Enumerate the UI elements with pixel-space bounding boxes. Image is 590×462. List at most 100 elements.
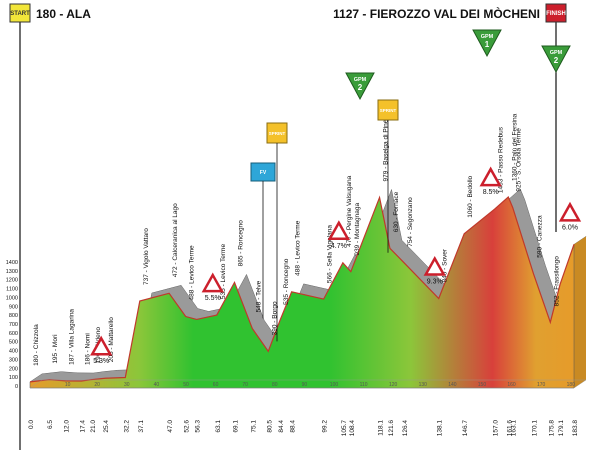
fv-text: FV	[260, 170, 267, 176]
x-axis: 0.0 6.5 12.0 17.4 21.0 25.4 32.2 37.1 47.0 52.6 56…	[28, 382, 579, 437]
x-tick-label: 47.0	[167, 420, 174, 433]
y-tick-label: 0	[15, 384, 18, 390]
locality-label: 737 - Vigolo Vattaro	[143, 228, 150, 285]
gradient-value: 4.7%	[331, 243, 347, 250]
start-label: 180 - ALA	[36, 7, 91, 21]
locality-label: 205 - Mattarello	[108, 317, 115, 363]
x-tick-label: 37.1	[138, 420, 145, 433]
locality-label: 925 - S. Orsola Terme	[516, 128, 523, 192]
x-tick-label: 146.7	[462, 420, 469, 437]
distance-tick-label: 110	[360, 382, 368, 388]
x-tick-label: 179.1	[558, 420, 565, 437]
locality-label: 979 - Baselga di Piné	[383, 119, 390, 181]
gradient-value: 6.0%	[562, 224, 578, 231]
gradient-warning-marker: 8.5%	[479, 166, 502, 196]
locality-label: 852 - Frassilongo	[553, 256, 560, 307]
distance-tick-label: 20	[94, 382, 100, 388]
finish-badge-text: FINISH	[546, 11, 566, 17]
sprint-text: SPRINT	[380, 108, 397, 113]
distance-tick-label: 50	[183, 382, 189, 388]
distance-tick-label: 90	[302, 382, 308, 388]
mountain-triangle-icon	[541, 45, 571, 74]
gpm-text: GPM	[481, 34, 494, 40]
x-tick-label: 69.1	[233, 420, 240, 433]
x-tick-label: 17.4	[79, 420, 86, 433]
locality-label: 390 - Borgo	[271, 301, 278, 335]
y-tick-label: 1400	[6, 260, 18, 266]
locality-label: 1360 - Palù del Fersina	[511, 113, 518, 181]
x-tick-label: 118.1	[378, 420, 385, 436]
start-badge	[9, 3, 31, 23]
locality-label: 186 - Nomi	[84, 333, 91, 365]
x-tick-label: 12.0	[64, 420, 71, 433]
x-tick-label: 121.6	[388, 420, 395, 437]
distance-tick-label: 40	[154, 382, 160, 388]
mountain-triangle-icon	[345, 72, 375, 101]
y-tick-label: 700	[9, 322, 18, 328]
locality-label: 472 - Calceranica al Lago	[172, 203, 179, 277]
x-tick-label: 32.2	[123, 420, 130, 433]
x-tick-label: 157.0	[493, 420, 500, 437]
locality-label: 187 - Villa Lagarina	[69, 309, 76, 365]
mountain-triangle-icon	[472, 29, 502, 58]
locality-label: 180 - Chizzola	[33, 324, 40, 366]
locality-label: 630 - Fornace	[393, 191, 400, 232]
distance-tick-label: 10	[65, 382, 71, 388]
sprint-badge: SPRINT	[377, 99, 399, 253]
finish-header: FINISH 1127 - FIEROZZO VAL DEI MÒCHENI	[333, 3, 567, 232]
gradient-warning-marker: 9.3%	[423, 255, 446, 286]
y-tick-label: 800	[9, 313, 18, 319]
x-tick-label: 80.5	[266, 420, 273, 433]
x-tick-label: 6.5	[47, 420, 54, 429]
locality-label: 939 - Montagnaga	[354, 203, 361, 256]
distance-tick-label: 70	[242, 382, 248, 388]
profile-ridge-line	[29, 195, 575, 383]
locality-label: 477 - Pergine Valsugana	[346, 175, 353, 246]
x-tick-label: 183.8	[572, 420, 579, 437]
locality-label: 1060 - Bedollo	[467, 175, 474, 217]
start-badge-text: START	[10, 11, 30, 17]
distance-tick-label: 120	[389, 382, 398, 388]
warning-triangle-icon	[479, 166, 502, 187]
x-tick-label: 126.4	[402, 420, 409, 437]
distance-tick-label: 100	[330, 382, 339, 388]
locality-label: 566 - Sella Vigolana	[327, 225, 334, 283]
warning-triangle-icon	[327, 220, 350, 241]
locality-label: 548 - Telve	[255, 280, 262, 312]
locality-label: 865 - Roncegno	[238, 220, 245, 267]
sprint-text: SPRINT	[269, 131, 286, 136]
gradient-value: 5.5%	[205, 295, 221, 302]
fv-badge: FV	[250, 162, 276, 319]
x-tick-label: 163.1	[511, 420, 518, 437]
distance-tick-label: 160	[507, 382, 516, 388]
x-tick-label: 21.0	[90, 420, 97, 433]
locality-label: 488 - Levico Terme	[189, 245, 196, 301]
distance-tick-label: 150	[478, 382, 487, 388]
y-tick-label: 1100	[6, 287, 18, 293]
y-tick-label: 500	[9, 340, 18, 346]
sprint-badge: SPRINT	[266, 122, 288, 342]
distance-tick-label: 60	[213, 382, 219, 388]
gradient-value: 8.5%	[483, 189, 499, 196]
y-tick-label: 600	[9, 331, 18, 337]
profile-area	[29, 188, 587, 389]
gpm-category: 1	[485, 40, 490, 49]
locality-label: 535 - Roncegno	[283, 258, 290, 305]
y-tick-label: 1000	[6, 295, 18, 301]
x-tick-label: 63.1	[215, 420, 222, 433]
gpm-category: 2	[358, 83, 363, 92]
y-tick-label: 300	[9, 357, 18, 363]
locality-label: 754 - Segonzano	[407, 197, 414, 247]
x-tick-label: 88.4	[290, 420, 297, 433]
finish-label: 1127 - FIEROZZO VAL DEI MÒCHENI	[333, 6, 540, 21]
x-tick-label: 52.6	[184, 420, 191, 433]
warning-triangle-icon	[558, 201, 582, 222]
y-tick-label: 1200	[6, 278, 18, 284]
distance-tick-label: 30	[124, 382, 130, 388]
x-tick-label: 175.8	[548, 420, 555, 437]
markers: 5.3%5.5%4.7%9.3%8.5%6.0%GPM2GPM1GPM2SPRI…	[90, 29, 582, 365]
warning-triangle-icon	[423, 255, 446, 276]
